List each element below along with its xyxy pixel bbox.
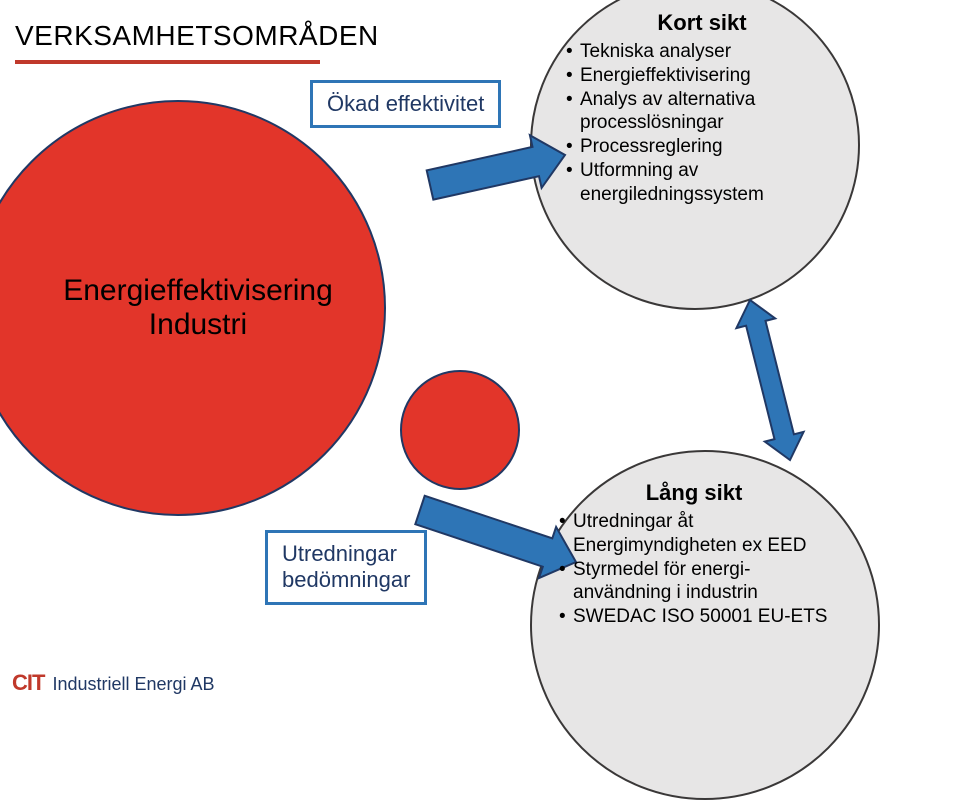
double-arrow-icon xyxy=(736,300,803,460)
list-item: SWEDAC ISO 50001 EU-ETS xyxy=(555,605,833,629)
list-item: Processreglering xyxy=(562,135,842,159)
main-topic-line1: Energieffektivisering xyxy=(63,274,333,309)
list-item: Utformning av energiledningssystem xyxy=(562,159,842,207)
okad-effektivitet-box: Ökad effektivitet xyxy=(310,80,501,128)
title-underline xyxy=(15,60,320,64)
utredningar-box: Utredningar bedömningar xyxy=(265,530,427,605)
list-item: Utredningar åt Energimyndigheten ex EED xyxy=(555,510,833,558)
list-item: Analys av alternativa processlösningar xyxy=(562,88,842,136)
kort-sikt-list: Kort sikt Tekniska analyserEnergieffekti… xyxy=(562,10,842,206)
list-item: Styrmedel för energi-användning i indust… xyxy=(555,558,833,606)
okad-effektivitet-label: Ökad effektivitet xyxy=(327,91,484,116)
lang-sikt-list: Lång sikt Utredningar åt Energimyndighet… xyxy=(555,480,833,629)
lang-sikt-title: Lång sikt xyxy=(555,480,833,506)
list-item: Tekniska analyser xyxy=(562,40,842,64)
utredningar-line1: Utredningar xyxy=(282,541,410,567)
kort-sikt-title: Kort sikt xyxy=(562,10,842,36)
page-title: VERKSAMHETSOMRÅDEN xyxy=(15,20,379,52)
main-topic-line2: Industri xyxy=(63,308,333,343)
utredningar-line2: bedömningar xyxy=(282,567,410,593)
main-topic-label: Energieffektivisering Industri xyxy=(63,274,333,343)
cit-logo-icon: CIT xyxy=(12,670,44,696)
footer-logo: CIT Industriell Energi AB xyxy=(12,670,215,696)
red-accent-circle xyxy=(400,370,520,490)
footer-brand: Industriell Energi AB xyxy=(52,674,214,695)
main-topic-circle: Energieffektivisering Industri xyxy=(0,100,386,516)
list-item: Energieffektivisering xyxy=(562,64,842,88)
